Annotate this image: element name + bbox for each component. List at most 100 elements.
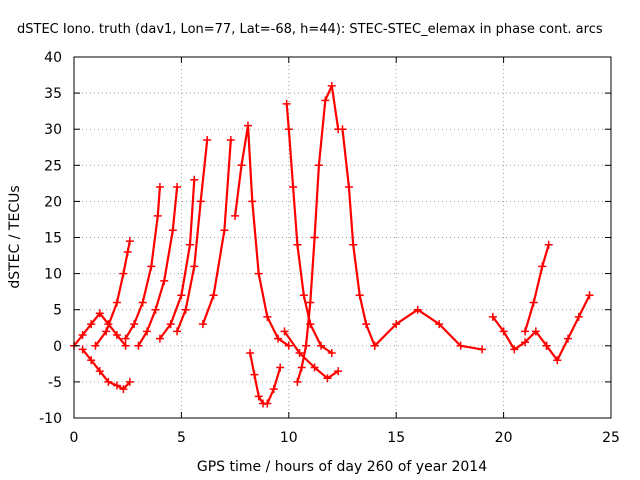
data-point-marker — [553, 356, 562, 365]
y-tick-label: -5 — [48, 375, 62, 391]
y-tick-label: 35 — [44, 86, 62, 102]
data-point-marker — [349, 240, 358, 249]
data-point-marker — [297, 363, 306, 372]
data-point-marker — [478, 345, 487, 354]
y-tick-label: 15 — [44, 231, 62, 247]
data-point-marker — [317, 341, 326, 350]
data-point-marker — [104, 377, 113, 386]
data-point-marker — [344, 182, 353, 191]
data-point-marker — [125, 237, 134, 246]
data-point-marker — [321, 96, 330, 105]
data-point-marker — [435, 320, 444, 329]
data-point-marker — [293, 377, 302, 386]
data-point-marker — [196, 197, 205, 206]
y-tick-label: 0 — [53, 339, 62, 355]
data-point-marker — [276, 363, 285, 372]
data-point-marker — [130, 320, 139, 329]
data-point-marker — [87, 320, 96, 329]
data-point-marker — [263, 399, 272, 408]
y-tick-label: 40 — [44, 50, 62, 66]
data-point-marker — [334, 367, 343, 376]
data-point-marker — [280, 327, 289, 336]
data-point-marker — [488, 312, 497, 321]
x-tick-label: 20 — [495, 430, 513, 446]
trace-line-15 — [491, 315, 548, 351]
data-point-marker — [155, 334, 164, 343]
data-point-marker — [392, 320, 401, 329]
data-point-marker — [125, 377, 134, 386]
data-point-marker — [585, 291, 594, 300]
data-point-marker — [87, 356, 96, 365]
data-point-marker — [413, 305, 422, 314]
trace-line-7 — [201, 138, 232, 326]
data-point-marker — [160, 276, 169, 285]
data-point-marker — [143, 327, 152, 336]
data-point-marker — [237, 161, 246, 170]
data-point-marker — [510, 345, 519, 354]
data-point-marker — [293, 240, 302, 249]
data-point-marker — [198, 320, 207, 329]
data-point-marker — [327, 81, 336, 90]
data-point-marker — [91, 341, 100, 350]
data-point-marker — [564, 334, 573, 343]
data-point-marker — [529, 298, 538, 307]
data-point-marker — [282, 99, 291, 108]
data-point-marker — [274, 334, 283, 343]
data-point-marker — [226, 136, 235, 145]
data-point-marker — [254, 269, 263, 278]
data-point-marker — [190, 175, 199, 184]
data-point-marker — [112, 298, 121, 307]
data-point-marker — [151, 305, 160, 314]
data-point-marker — [112, 330, 121, 339]
data-point-marker — [243, 121, 252, 130]
x-axis-ticks: 0 5 10 15 20 25 — [70, 57, 620, 446]
chart-title: dSTEC Iono. truth (dav1, Lon=77, Lat=-68… — [17, 22, 603, 37]
data-point-marker — [173, 182, 182, 191]
data-point-marker — [231, 211, 240, 220]
data-point-marker — [521, 338, 530, 347]
data-point-marker — [121, 341, 130, 350]
data-point-marker — [499, 327, 508, 336]
data-point-marker — [138, 298, 147, 307]
data-point-marker — [155, 182, 164, 191]
data-point-marker — [112, 381, 121, 390]
data-point-marker — [119, 269, 128, 278]
data-point-marker — [102, 327, 111, 336]
data-point-marker — [289, 182, 298, 191]
data-point-marker — [521, 327, 530, 336]
data-point-marker — [153, 211, 162, 220]
data-point-marker — [177, 291, 186, 300]
data-point-marker — [284, 125, 293, 134]
trace-line-12 — [341, 128, 376, 347]
data-point-marker — [295, 349, 304, 358]
data-point-marker — [166, 320, 175, 329]
y-tick-label: 25 — [44, 158, 62, 174]
data-point-marker — [327, 349, 336, 358]
y-tick-label: 5 — [53, 303, 62, 319]
x-tick-label: 5 — [177, 430, 186, 446]
data-point-marker — [121, 334, 130, 343]
data-point-marker — [123, 247, 132, 256]
data-point-marker — [220, 226, 229, 235]
data-point-marker — [254, 392, 263, 401]
data-point-marker — [323, 374, 332, 383]
y-tick-label: 10 — [44, 267, 62, 283]
data-point-marker — [306, 298, 315, 307]
y-tick-label: -10 — [39, 411, 62, 427]
data-point-marker — [173, 327, 182, 336]
data-point-marker — [168, 226, 177, 235]
trace-line-10 — [285, 102, 333, 355]
data-point-marker — [355, 291, 364, 300]
data-traces — [70, 81, 594, 408]
trace-line-3 — [124, 185, 161, 340]
data-point-marker — [246, 349, 255, 358]
data-point-marker — [574, 312, 583, 321]
y-tick-label: 20 — [44, 194, 62, 210]
data-point-marker — [147, 262, 156, 271]
data-point-marker — [370, 341, 379, 350]
data-point-marker — [181, 305, 190, 314]
x-tick-label: 0 — [70, 430, 79, 446]
data-point-marker — [542, 341, 551, 350]
